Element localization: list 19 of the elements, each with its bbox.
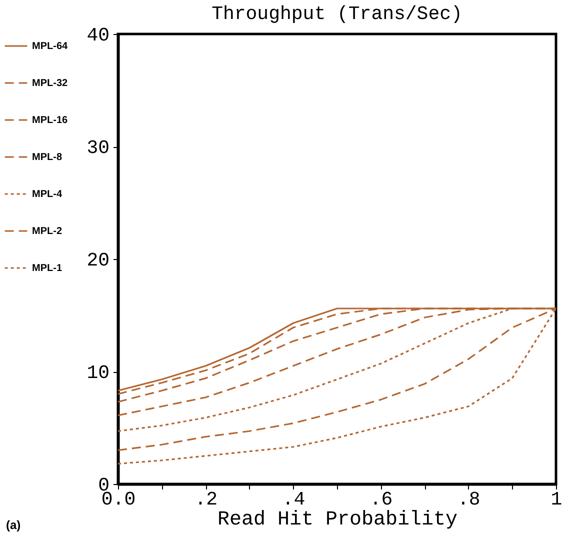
y-tick-label: 30 [86,137,110,159]
y-tick-label: 10 [86,362,110,384]
legend-label: MPL-64 [32,41,68,52]
legend-label: MPL-2 [32,226,62,237]
text: (a) [6,518,21,532]
legend-label: MPL-8 [32,152,62,163]
y-tick-label: 40 [86,24,110,46]
x-tick-label: 1 [550,488,562,510]
y-tick-label: 20 [86,250,110,272]
legend-label: MPL-16 [32,115,68,126]
x-axis-title: Read Hit Probability [217,508,458,532]
chart-title: Throughput (Trans/Sec) [212,3,462,25]
legend-label: MPL-32 [32,78,68,89]
x-tick-label: .2 [194,488,218,510]
x-tick-label: .4 [282,488,306,510]
legend-label: MPL-1 [32,263,62,274]
x-tick-label: .8 [457,488,480,510]
x-tick-label: .6 [370,488,393,510]
legend-label: MPL-4 [32,189,62,200]
